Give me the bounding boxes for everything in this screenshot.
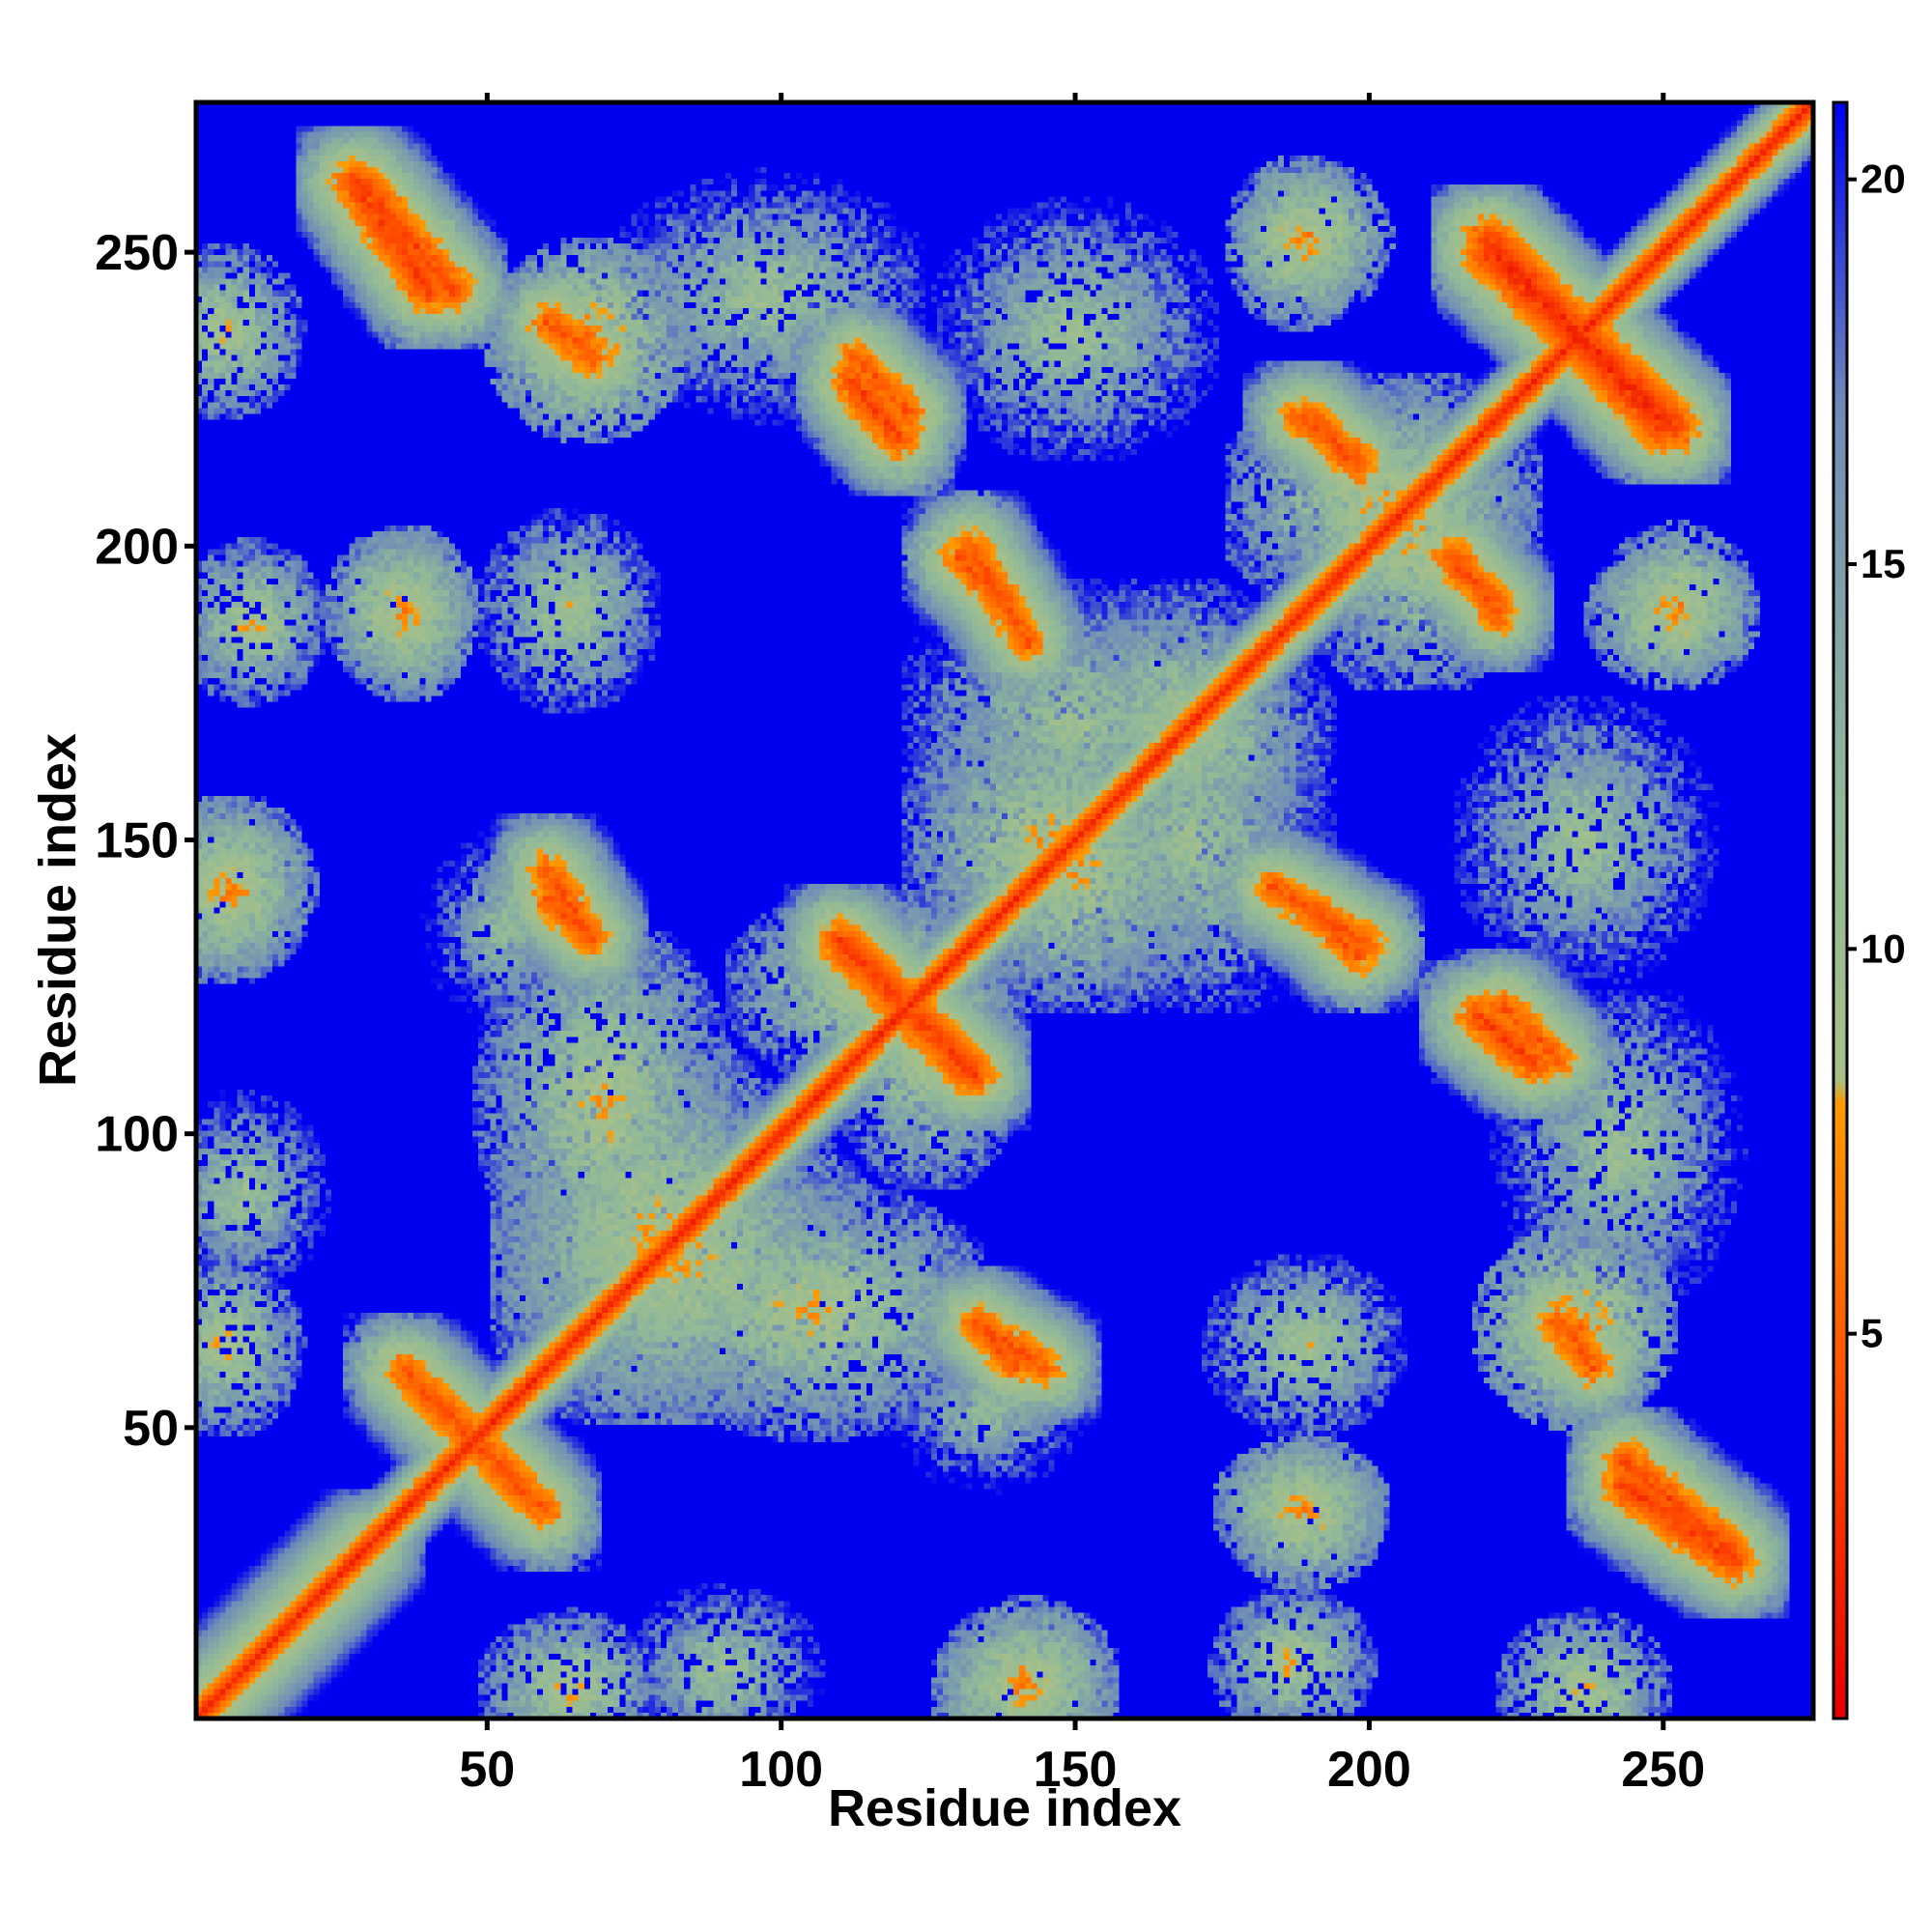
colorbar-tick-label: 10 <box>1861 925 1906 971</box>
plot-frame <box>193 99 1816 1721</box>
colorbar <box>1832 100 1849 1720</box>
y-axis-label: Residue index <box>29 733 87 1087</box>
y-tick-label: 50 <box>123 1401 179 1457</box>
x-tick-label: 50 <box>459 1742 515 1798</box>
y-tick-label: 100 <box>95 1107 179 1163</box>
y-tick-label: 250 <box>95 225 179 281</box>
colorbar-tick-label: 20 <box>1861 156 1906 202</box>
x-tick-label: 150 <box>1034 1742 1118 1798</box>
y-axis-ticks: 50 100 150 200 250 <box>95 225 196 1457</box>
y-tick-label: 150 <box>95 812 179 868</box>
x-axis-label: Residue index <box>828 1779 1181 1837</box>
x-tick-label: 100 <box>739 1742 823 1798</box>
x-tick-label: 250 <box>1621 1742 1705 1798</box>
x-axis-ticks: 50 100 150 200 250 <box>459 93 1705 1798</box>
colorbar-tick-label: 5 <box>1861 1311 1883 1356</box>
heatmap-cells <box>196 102 1813 1719</box>
colorbar-tick-label: 15 <box>1861 541 1906 586</box>
y-tick-label: 200 <box>95 519 179 575</box>
colorbar-ticks: 5 10 15 20 <box>1847 156 1906 1356</box>
x-tick-label: 200 <box>1327 1742 1411 1798</box>
